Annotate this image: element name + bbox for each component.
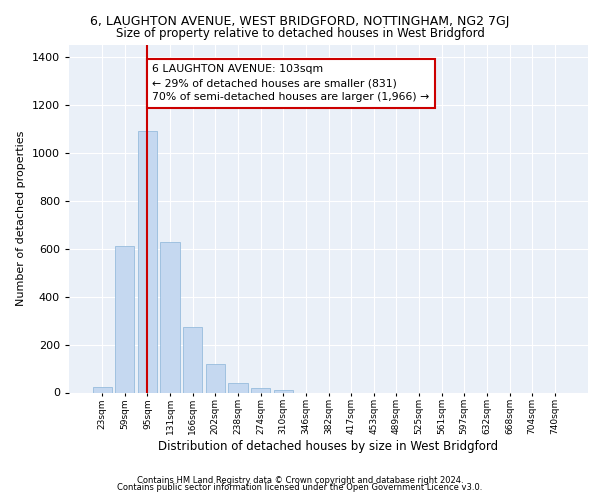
Bar (160, 242, 180, 392)
Bar (229, 383, 248, 392)
Text: 6 LAUGHTON AVENUE: 103sqm
← 29% of detached houses are smaller (831)
70% of semi: 6 LAUGHTON AVENUE: 103sqm ← 29% of detac… (152, 64, 429, 102)
Bar (251, 388, 270, 392)
Text: 6, LAUGHTON AVENUE, WEST BRIDGFORD, NOTTINGHAM, NG2 7GJ: 6, LAUGHTON AVENUE, WEST BRIDGFORD, NOTT… (91, 15, 509, 28)
X-axis label: Distribution of detached houses by size in West Bridgford: Distribution of detached houses by size … (158, 440, 499, 453)
Bar (274, 390, 293, 392)
Bar (206, 364, 225, 392)
Text: Contains HM Land Registry data © Crown copyright and database right 2024.: Contains HM Land Registry data © Crown c… (137, 476, 463, 485)
Bar (115, 246, 134, 392)
Text: Size of property relative to detached houses in West Bridgford: Size of property relative to detached ho… (116, 28, 484, 40)
Y-axis label: Number of detached properties: Number of detached properties (16, 131, 26, 306)
Text: Contains public sector information licensed under the Open Government Licence v3: Contains public sector information licen… (118, 484, 482, 492)
Bar (138, 132, 157, 392)
Bar (183, 326, 202, 392)
Bar (92, 386, 112, 392)
